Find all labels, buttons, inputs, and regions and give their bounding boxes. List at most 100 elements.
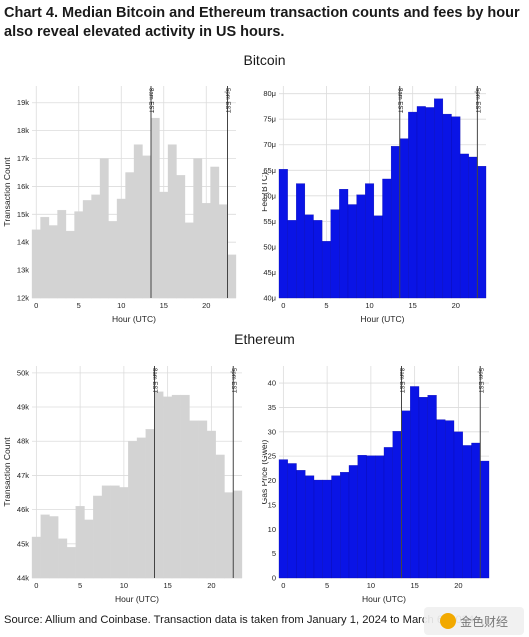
bar-hour-3 [305, 475, 315, 579]
bar-hour-3 [58, 538, 68, 579]
y-tick-label: 50k [17, 368, 29, 377]
bar-hour-18 [434, 98, 444, 299]
bar-hour-14 [401, 410, 411, 579]
bar-hour-0 [31, 536, 41, 579]
bar-hour-5 [321, 241, 331, 299]
bar-hour-4 [66, 547, 76, 579]
bar-hour-1 [40, 514, 50, 579]
source-note: Source: Allium and Coinbase. Transaction… [4, 614, 475, 626]
y-tick-label: 45k [17, 539, 29, 548]
bar-hour-9 [108, 221, 118, 299]
y-tick-label: 47k [17, 471, 29, 480]
x-tick-label: 0 [281, 301, 285, 310]
x-tick-label: 0 [34, 301, 38, 310]
bar-hour-21 [210, 166, 220, 299]
bar-hour-21 [459, 153, 469, 299]
x-tick-label: 10 [365, 301, 373, 310]
bar-hour-17 [425, 107, 435, 299]
vline-label: 8am EST [398, 368, 404, 393]
bar-hour-16 [171, 394, 181, 579]
x-axis-label: Hour (UTC) [115, 594, 159, 604]
y-tick-label: 20 [268, 476, 276, 485]
bar-hour-23 [477, 166, 487, 299]
y-tick-label: 75μ [263, 115, 276, 124]
bar-hour-2 [49, 516, 59, 579]
y-tick-label: 44k [17, 574, 29, 583]
bar-hour-1 [287, 463, 297, 579]
y-tick-label: 35 [268, 403, 276, 412]
x-tick-label: 20 [452, 301, 460, 310]
bar-hour-5 [74, 211, 84, 299]
y-tick-label: 46k [17, 505, 29, 514]
bar-hour-15 [159, 191, 169, 299]
x-axis-label: Hour (UTC) [361, 314, 405, 324]
y-tick-label: 16k [17, 182, 29, 191]
bar-hour-5 [322, 479, 332, 579]
bar-hour-9 [356, 194, 366, 299]
bar-hour-18 [189, 420, 199, 579]
bar-hour-10 [116, 198, 126, 299]
x-tick-label: 15 [410, 581, 418, 590]
bar-hour-0 [278, 169, 288, 299]
bar-hour-22 [224, 492, 234, 579]
bar-hour-9 [357, 455, 367, 579]
bar-hour-11 [128, 441, 138, 579]
bar-hour-7 [340, 472, 350, 579]
bar-hour-4 [313, 479, 323, 579]
x-tick-label: 5 [78, 581, 82, 590]
bar-hour-7 [93, 495, 103, 579]
bar-hour-19 [193, 158, 203, 299]
y-tick-label: 40μ [263, 294, 276, 303]
bar-hour-6 [82, 200, 92, 299]
bar-hour-16 [416, 106, 426, 299]
bar-hour-15 [408, 111, 418, 299]
x-tick-label: 5 [77, 301, 81, 310]
x-tick-label: 5 [324, 301, 328, 310]
bar-hour-4 [65, 230, 75, 299]
y-tick-label: 48k [17, 437, 29, 446]
y-tick-label: 14k [17, 238, 29, 247]
x-tick-label: 10 [367, 581, 375, 590]
vline-label: 5pm EST [224, 88, 230, 113]
bar-hour-9 [110, 485, 120, 579]
bar-hour-16 [418, 397, 428, 579]
eth-gas-price-chart: 8am EST 5pm EST 0 5 10 15 20 25 30 35 40 0 5 10 15 20 Ho… [262, 366, 490, 604]
coin-logo-icon [439, 613, 456, 629]
y-axis-label: Transaction Count [2, 437, 12, 507]
bar-hour-20 [201, 203, 211, 299]
y-tick-label: 30 [268, 427, 276, 436]
bar-hour-2 [48, 225, 58, 299]
bar-hour-11 [373, 215, 383, 299]
x-tick-label: 0 [34, 581, 38, 590]
bar-hour-0 [278, 459, 288, 579]
bar-hour-12 [383, 447, 393, 579]
y-tick-label: 45μ [263, 268, 276, 277]
bar-hour-23 [480, 460, 490, 579]
y-axis-label: Gas Price (Gwei) [262, 439, 269, 504]
x-tick-label: 15 [160, 301, 168, 310]
chart-title: Chart 4. Median Bitcoin and Ethereum tra… [4, 5, 520, 40]
bar-hour-1 [287, 220, 297, 299]
y-tick-label: 40 [268, 379, 276, 388]
bar-hour-10 [366, 455, 376, 579]
vline-label: 8am EST [151, 368, 157, 393]
section-title-ethereum: Ethereum [234, 331, 295, 347]
bar-hour-13 [145, 429, 155, 579]
bar-hour-11 [125, 172, 135, 299]
bar-hour-21 [462, 445, 472, 579]
watermark: 金色财经 [424, 607, 524, 635]
x-axis-label: Hour (UTC) [112, 314, 156, 324]
bar-hour-12 [382, 178, 392, 299]
x-tick-label: 20 [454, 581, 462, 590]
bar-hour-19 [445, 420, 455, 579]
bar-hour-23 [233, 490, 243, 579]
bar-hour-6 [84, 519, 94, 579]
y-tick-label: 15k [17, 210, 29, 219]
bar-hour-18 [184, 222, 194, 299]
x-tick-label: 5 [325, 581, 329, 590]
bar-hour-22 [468, 156, 478, 299]
bar-hour-15 [163, 396, 173, 579]
y-tick-label: 10 [268, 525, 276, 534]
bar-hour-20 [453, 431, 463, 579]
x-tick-label: 10 [120, 581, 128, 590]
